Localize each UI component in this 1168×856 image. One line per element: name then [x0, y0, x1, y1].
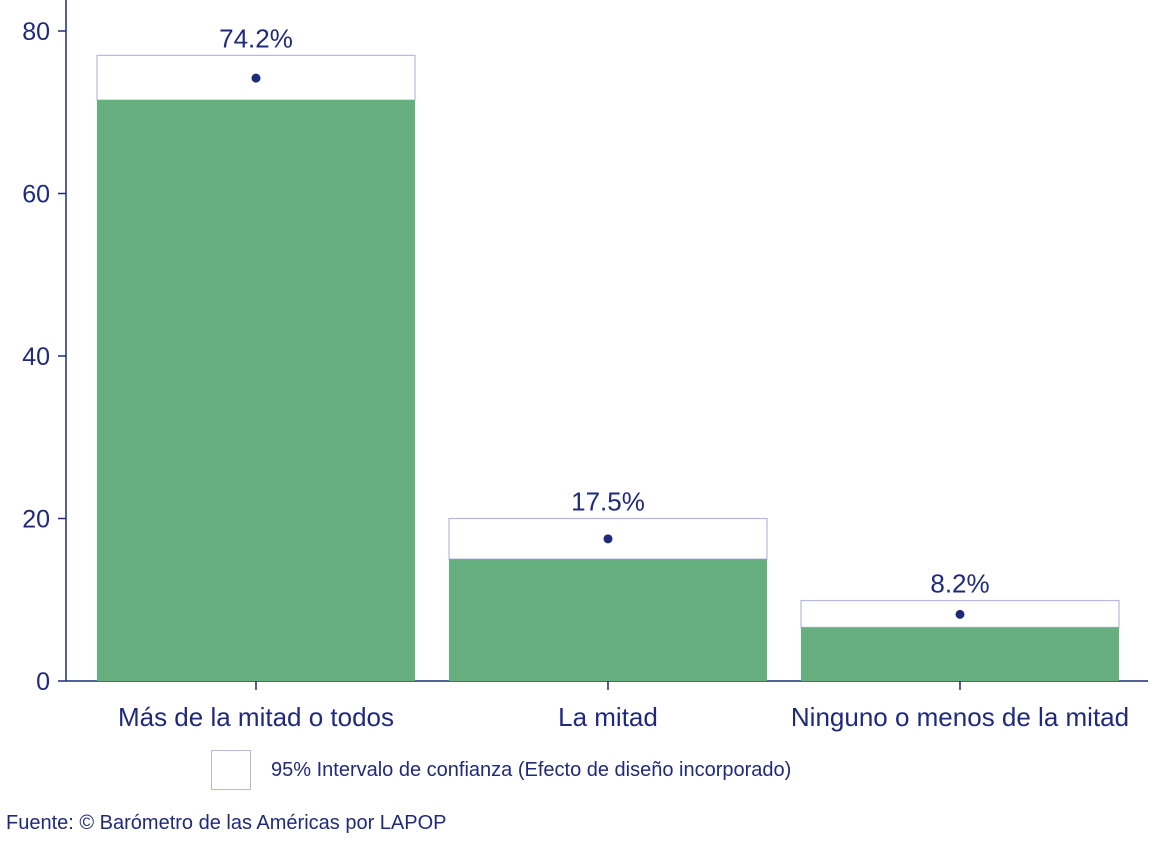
x-tick-label: Más de la mitad o todos: [118, 702, 394, 732]
point-estimate: [251, 73, 261, 83]
bar: [801, 627, 1119, 681]
legend: 95% Intervalo de confianza (Efecto de di…: [211, 749, 791, 791]
y-tick-label: 0: [36, 668, 50, 696]
point-estimate: [955, 609, 965, 619]
point-estimate: [603, 534, 613, 544]
y-tick-label: 80: [22, 18, 50, 46]
x-tick-label: La mitad: [558, 702, 658, 732]
source-note: Fuente: © Barómetro de las Américas por …: [6, 812, 447, 834]
legend-ci-swatch: [211, 750, 251, 790]
y-tick-label: 20: [22, 506, 50, 534]
data-label: 8.2%: [930, 569, 989, 599]
bar: [97, 100, 415, 681]
legend-label: 95% Intervalo de confianza (Efecto de di…: [271, 758, 792, 781]
x-tick-label: Ninguno o menos de la mitad: [791, 702, 1129, 732]
bar-chart: 0 20 40 60 80 74.2% Más de la mitad o todos 17.…: [22, 0, 1148, 732]
y-tick-label: 40: [22, 343, 50, 371]
data-label: 17.5%: [571, 487, 645, 517]
bar: [449, 559, 767, 681]
y-tick-label: 60: [22, 181, 50, 209]
data-label: 74.2%: [219, 23, 293, 53]
